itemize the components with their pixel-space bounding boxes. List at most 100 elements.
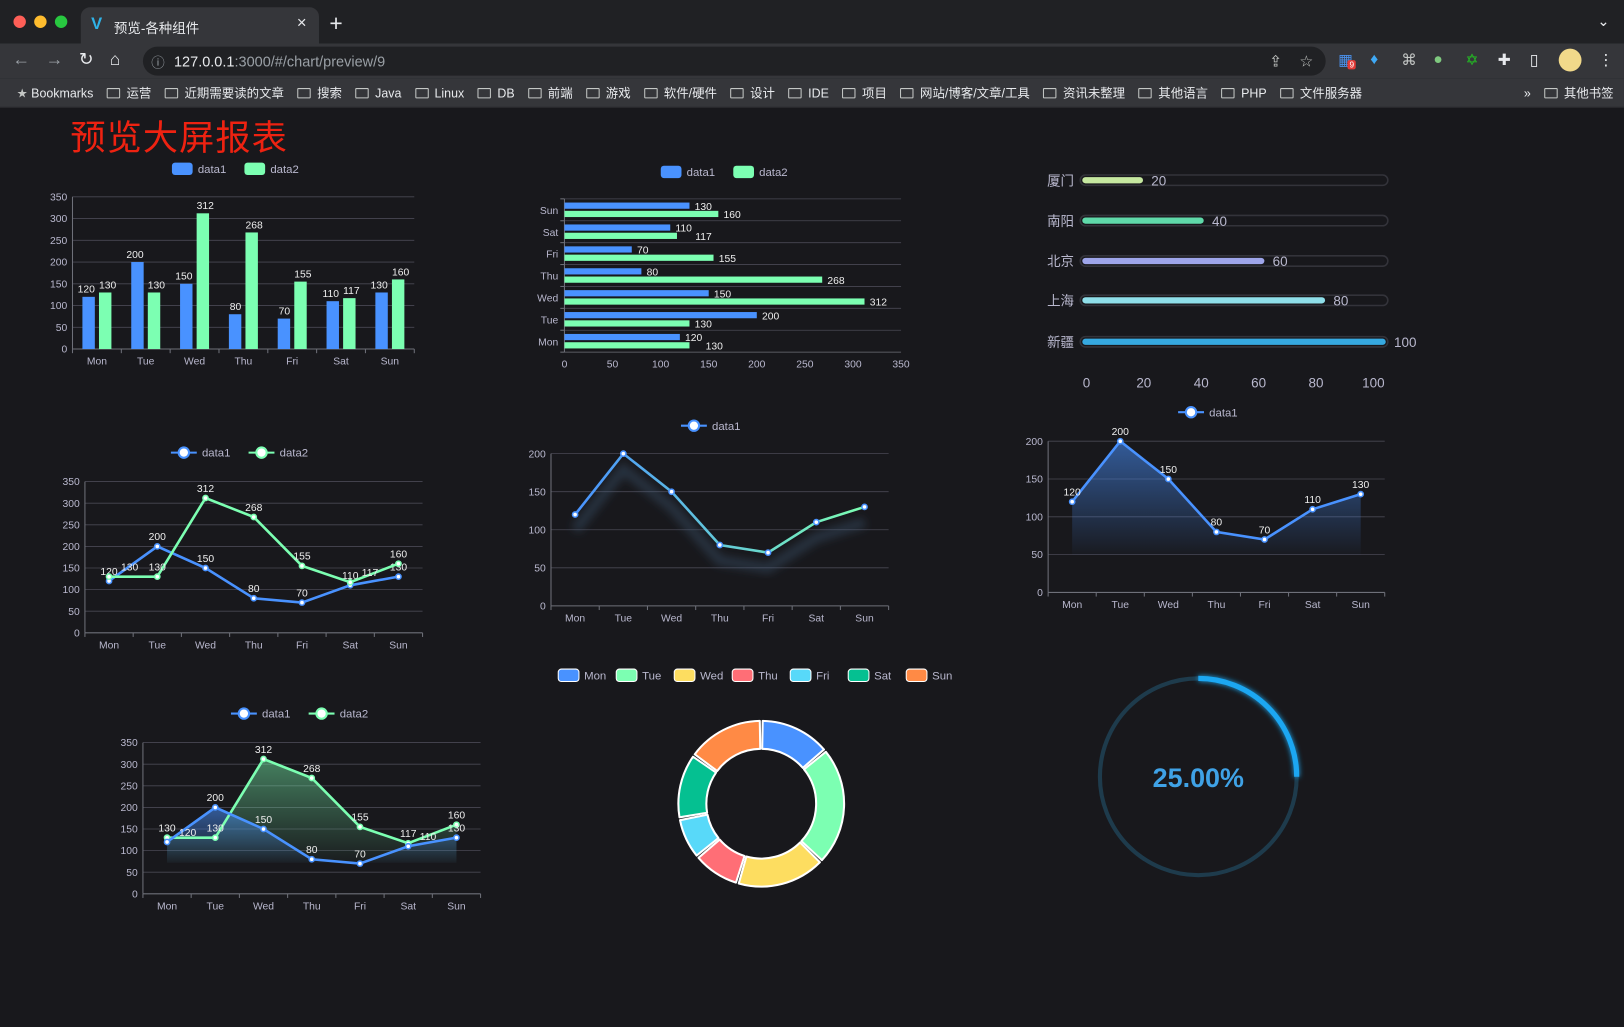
legend-marker-icon	[1184, 405, 1198, 419]
pie-slice-sat[interactable]	[677, 755, 718, 819]
bookmark-folder[interactable]: Linux	[414, 85, 464, 100]
bar	[564, 268, 642, 275]
legend-item-data1[interactable]: data1	[171, 162, 226, 176]
menu-kebab-icon[interactable]: ⋮	[1598, 51, 1614, 70]
bar	[564, 342, 690, 349]
bookmark-folder[interactable]: 运营	[106, 84, 151, 102]
bookmark-folder[interactable]: 资讯未整理	[1043, 84, 1125, 102]
legend-item-sat[interactable]: Sat	[847, 668, 892, 682]
legend-item-thu[interactable]: Thu	[731, 668, 778, 682]
x-tick-label: 0	[1083, 375, 1090, 390]
reload-icon[interactable]: ↻	[78, 49, 94, 70]
bookmark-folder[interactable]: 网站/博客/文章/工具	[900, 84, 1030, 102]
legend-item-data2[interactable]: data2	[244, 162, 299, 176]
tab-active[interactable]: V 预览-各种组件 ×	[80, 7, 319, 44]
x-tick-label: Fri	[296, 640, 308, 651]
address-bar[interactable]: ⓘ 127.0.0.1:3000/#/chart/preview/9 ⇪ ☆	[142, 46, 1326, 76]
gem-extension-icon[interactable]: ♦	[1370, 50, 1379, 69]
profile-avatar[interactable]	[1558, 48, 1582, 72]
maximize-window-button[interactable]	[54, 15, 68, 28]
minimize-window-button[interactable]	[34, 15, 47, 28]
legend-item-data1[interactable]: data1	[680, 419, 741, 433]
bar	[564, 210, 719, 218]
legend-item-data2[interactable]: data2	[248, 446, 309, 460]
circle-extension-icon[interactable]: ●	[1433, 50, 1443, 69]
data-label: 312	[197, 201, 215, 212]
bookmark-folder[interactable]: 近期需要读的文章	[164, 84, 284, 102]
extension-icon[interactable]: ▦ 9	[1338, 51, 1357, 70]
bookmark-folder[interactable]: 设计	[730, 84, 775, 102]
legend-item-fri[interactable]: Fri	[789, 668, 829, 682]
data-point	[105, 573, 113, 581]
pie-slice-mon[interactable]	[761, 719, 826, 769]
other-bookmarks-folder[interactable]: 其他书签	[1544, 84, 1614, 102]
bookmark-folder[interactable]: 软件/硬件	[644, 84, 717, 102]
data-label: 80	[306, 845, 318, 856]
legend-item-wed[interactable]: Wed	[673, 668, 723, 683]
value-label: 40	[1212, 214, 1227, 229]
legend-item-data2[interactable]: data2	[733, 165, 788, 179]
legend-item-data1[interactable]: data1	[660, 165, 715, 179]
side-panel-icon[interactable]: ▯	[1529, 51, 1539, 70]
legend-item-data2[interactable]: data2	[308, 707, 369, 721]
bar-chart: 0 50 100 150 200 250 300 350 Mon Tue Wed Thu Fri Sat S…	[50, 192, 415, 368]
tab-search-chevron-icon[interactable]: ⌄	[1597, 12, 1610, 29]
x-tick-label: 150	[700, 360, 718, 371]
data-point	[453, 821, 460, 829]
bookmark-folder[interactable]: DB	[477, 85, 515, 100]
close-window-button[interactable]	[13, 15, 26, 28]
forward-icon[interactable]: →	[45, 49, 64, 70]
pie-slice-thu[interactable]	[697, 838, 746, 884]
new-tab-button[interactable]: +	[329, 10, 343, 37]
category-label: 南阳	[1047, 214, 1074, 229]
bookmark-folder[interactable]: 游戏	[586, 84, 631, 102]
star-extension-icon[interactable]: ✡	[1465, 51, 1479, 70]
legend-item-tue[interactable]: Tue	[615, 668, 661, 682]
folder-icon	[842, 88, 856, 99]
bookmark-folder[interactable]: 文件服务器	[1280, 84, 1362, 102]
bookmark-label: 近期需要读的文章	[184, 85, 284, 101]
data-label: 130	[1352, 480, 1370, 491]
legend-item-mon[interactable]: Mon	[557, 668, 606, 682]
legend-item-data1[interactable]: data1	[1178, 405, 1238, 419]
back-icon[interactable]: ←	[12, 49, 31, 70]
legend-item-sun[interactable]: Sun	[905, 668, 952, 682]
bookmark-folder[interactable]: PHP	[1221, 85, 1267, 100]
command-extension-icon[interactable]: ⌘	[1401, 51, 1417, 70]
legend-item-data1[interactable]: data1	[230, 707, 291, 721]
bookmarks-overflow-button[interactable]: »	[1523, 85, 1531, 100]
legend-item-data1[interactable]: data1	[170, 446, 231, 460]
close-tab-icon[interactable]: ×	[296, 14, 307, 33]
x-tick-label: Tue	[149, 640, 167, 651]
legend-marker-icon	[177, 446, 191, 459]
pie-slice-wed[interactable]	[737, 841, 821, 888]
bookmark-folder[interactable]: 前端	[528, 84, 573, 102]
x-tick-label: Thu	[245, 640, 263, 651]
bookmark-folder[interactable]: 搜索	[297, 84, 342, 102]
gauge-value: 25.00%	[1153, 763, 1244, 793]
y-tick-label: 350	[120, 738, 138, 749]
bookmark-label: Bookmarks	[31, 85, 94, 100]
data-label: 130	[148, 280, 166, 291]
y-tick-label: 50	[534, 563, 546, 574]
data-point	[250, 513, 258, 521]
site-info-icon[interactable]: ⓘ	[151, 54, 165, 71]
bookmark-folder[interactable]: 项目	[842, 84, 887, 102]
bookmark-folder[interactable]: IDE	[788, 85, 829, 100]
legend-swatch-icon	[673, 668, 696, 683]
bookmark-folder[interactable]: Java	[355, 85, 402, 100]
data-point	[619, 450, 627, 458]
pie-slice-fri[interactable]	[679, 813, 720, 857]
bookmark-folder[interactable]: 其他语言	[1138, 84, 1208, 102]
bar	[82, 296, 95, 350]
data-point	[202, 494, 209, 502]
bookmarks-button[interactable]: ★ Bookmarks	[17, 85, 94, 99]
data-label: 312	[255, 745, 273, 756]
bookmark-star-icon[interactable]: ☆	[1299, 52, 1314, 71]
bookmark-label: Java	[375, 85, 402, 100]
share-icon[interactable]: ⇪	[1269, 52, 1283, 71]
home-icon[interactable]: ⌂	[109, 49, 121, 70]
extensions-puzzle-icon[interactable]: ✚	[1497, 51, 1511, 70]
pie-slice-sun[interactable]	[693, 719, 762, 773]
pie-slice-tue[interactable]	[800, 750, 846, 862]
